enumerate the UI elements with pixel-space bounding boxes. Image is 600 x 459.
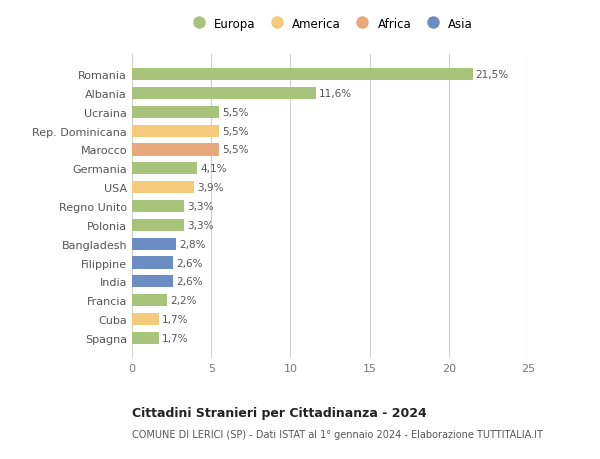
Bar bbox=[132, 69, 473, 81]
Text: 5,5%: 5,5% bbox=[222, 145, 249, 155]
Bar bbox=[132, 238, 176, 250]
Bar bbox=[132, 257, 173, 269]
Text: 3,3%: 3,3% bbox=[187, 202, 214, 212]
Text: 4,1%: 4,1% bbox=[200, 164, 227, 174]
Bar bbox=[132, 106, 219, 119]
Bar bbox=[132, 88, 316, 100]
Text: 11,6%: 11,6% bbox=[319, 89, 352, 99]
Text: 2,2%: 2,2% bbox=[170, 296, 197, 306]
Bar bbox=[132, 163, 197, 175]
Bar bbox=[132, 219, 184, 231]
Bar bbox=[132, 332, 159, 344]
Bar bbox=[132, 125, 219, 137]
Bar bbox=[132, 294, 167, 307]
Text: 5,5%: 5,5% bbox=[222, 107, 249, 118]
Bar bbox=[132, 182, 194, 194]
Text: 3,9%: 3,9% bbox=[197, 183, 223, 193]
Text: 21,5%: 21,5% bbox=[476, 70, 509, 80]
Text: 2,8%: 2,8% bbox=[179, 239, 206, 249]
Text: 1,7%: 1,7% bbox=[162, 314, 188, 325]
Text: 3,3%: 3,3% bbox=[187, 220, 214, 230]
Bar bbox=[132, 201, 184, 213]
Text: COMUNE DI LERICI (SP) - Dati ISTAT al 1° gennaio 2024 - Elaborazione TUTTITALIA.: COMUNE DI LERICI (SP) - Dati ISTAT al 1°… bbox=[132, 429, 543, 439]
Bar bbox=[132, 276, 173, 288]
Text: 1,7%: 1,7% bbox=[162, 333, 188, 343]
Text: 2,6%: 2,6% bbox=[176, 258, 203, 268]
Text: 2,6%: 2,6% bbox=[176, 277, 203, 287]
Legend: Europa, America, Africa, Asia: Europa, America, Africa, Asia bbox=[184, 14, 476, 34]
Bar bbox=[132, 313, 159, 325]
Bar bbox=[132, 144, 219, 156]
Text: Cittadini Stranieri per Cittadinanza - 2024: Cittadini Stranieri per Cittadinanza - 2… bbox=[132, 406, 427, 419]
Text: 5,5%: 5,5% bbox=[222, 126, 249, 136]
